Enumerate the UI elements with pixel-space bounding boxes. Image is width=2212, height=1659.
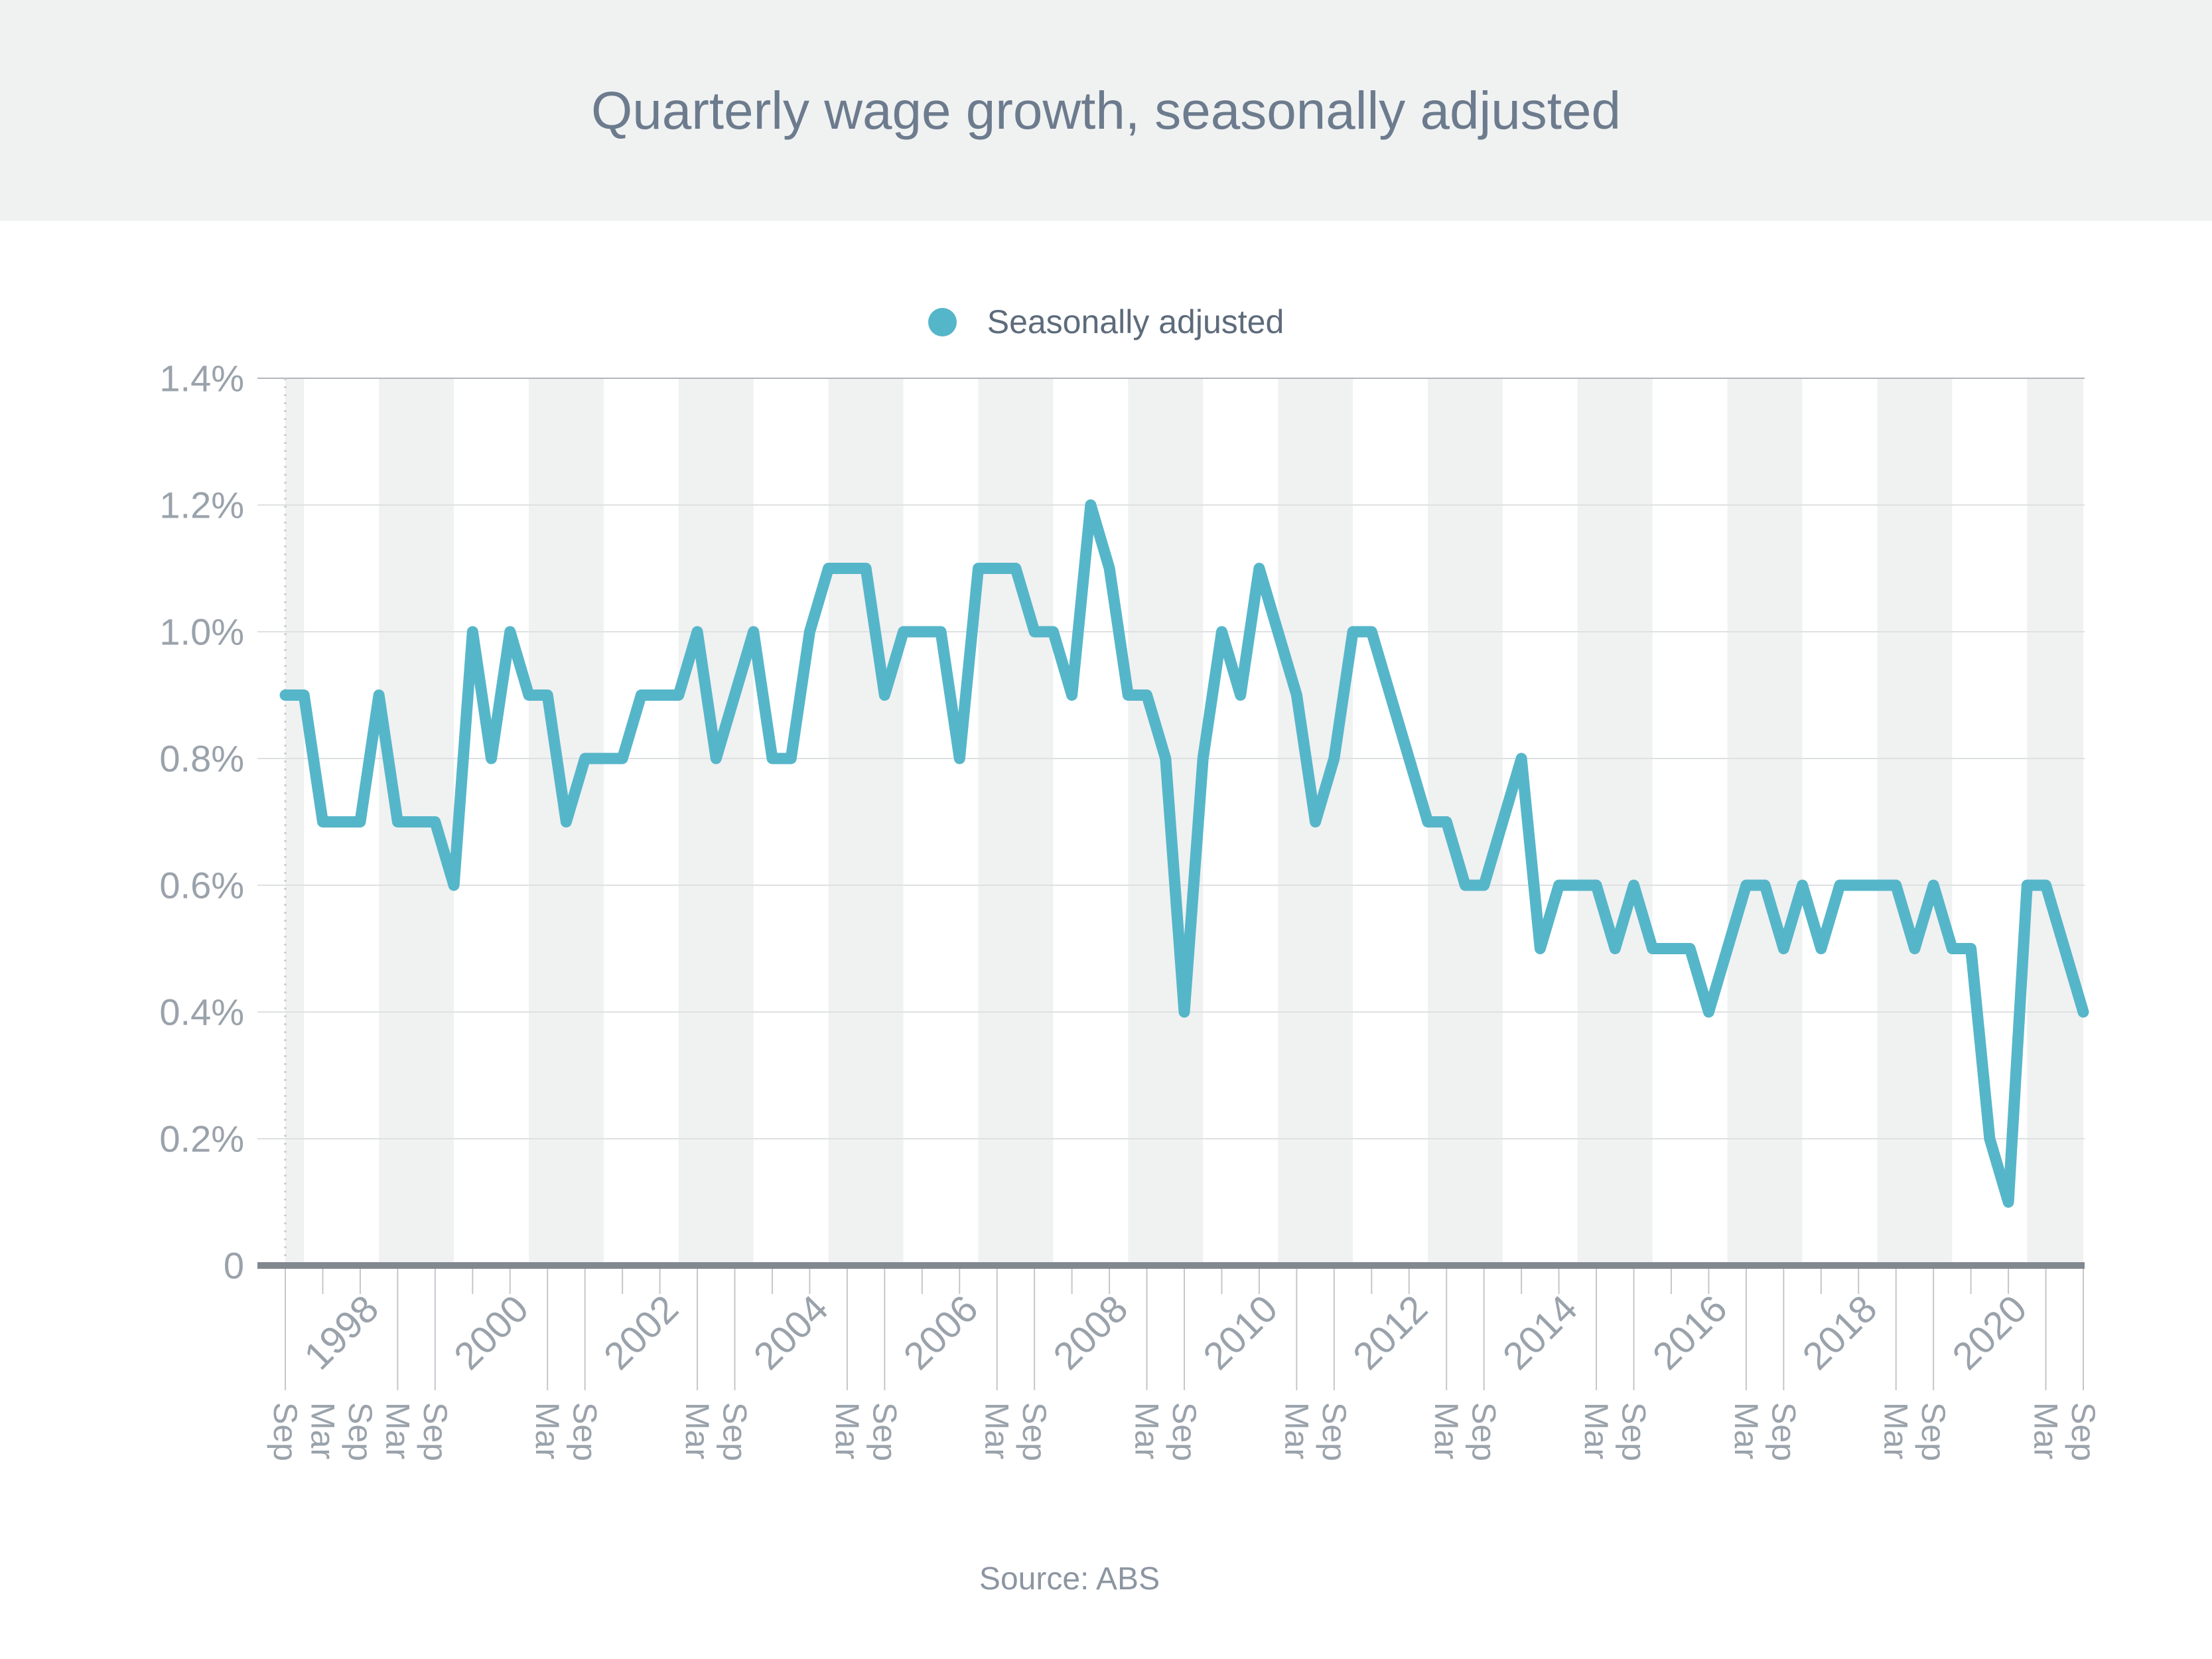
- x-axis-line: [257, 1262, 2085, 1269]
- x-axis-year-label: 2010: [1195, 1287, 1286, 1378]
- x-axis-month-labels: Sep Mar Sep Mar Sep Mar Sep Mar Sep Mar Sep Mar Sep M…: [267, 1402, 2102, 1461]
- x-axis-month-label: Sep: [1466, 1402, 1503, 1461]
- chart-title: Quarterly wage growth, seasonally adjust…: [591, 80, 1621, 140]
- x-axis-month-label: Mar: [829, 1402, 866, 1459]
- y-axis-label: 1.0%: [159, 611, 244, 653]
- y-axis-label: 0.2%: [159, 1118, 244, 1160]
- x-axis-month-label: Sep: [1915, 1402, 1952, 1461]
- x-axis-month-label: Sep: [1316, 1402, 1353, 1461]
- x-axis-month-label: Mar: [1728, 1402, 1765, 1459]
- y-axis-label: 0.4%: [159, 991, 244, 1033]
- x-axis-year-label: 2006: [895, 1287, 986, 1378]
- x-axis-year-label: 2016: [1645, 1287, 1736, 1378]
- x-axis-month-label: Mar: [304, 1402, 341, 1459]
- y-axis-label: 0.6%: [159, 865, 244, 906]
- y-axis-label: 0: [224, 1245, 244, 1287]
- x-axis-year-label: 2000: [446, 1287, 537, 1378]
- x-axis-month-label: Sep: [267, 1402, 304, 1461]
- x-axis-month-label: Sep: [1166, 1402, 1203, 1461]
- year-bands: [285, 378, 2083, 1265]
- x-axis-year-label: 1998: [296, 1287, 387, 1378]
- x-axis-month-label: Sep: [1765, 1402, 1802, 1461]
- year-band: [1727, 378, 1803, 1265]
- x-axis-month-label: Sep: [417, 1402, 454, 1461]
- y-axis-label: 0.8%: [159, 738, 244, 780]
- x-axis-year-label: 2008: [1045, 1287, 1136, 1378]
- x-axis-month-label: Mar: [529, 1402, 566, 1459]
- x-axis-month-label: Mar: [1578, 1402, 1615, 1459]
- source-note: Source: ABS: [979, 1561, 1160, 1597]
- x-axis-month-label: Sep: [2065, 1402, 2102, 1461]
- y-axis-labels: 1.4% 1.2% 1.0% 0.8% 0.6% 0.4% 0.2% 0: [159, 358, 244, 1287]
- year-band: [978, 378, 1054, 1265]
- x-axis-year-label: 2020: [1944, 1287, 2035, 1378]
- x-axis-month-label: Sep: [717, 1402, 754, 1461]
- x-axis-month-label: Mar: [679, 1402, 716, 1459]
- year-band: [678, 378, 754, 1265]
- header-band: Quarterly wage growth, seasonally adjust…: [0, 0, 2212, 221]
- legend-marker-icon: [928, 307, 957, 336]
- x-axis-month-label: Mar: [979, 1402, 1016, 1459]
- year-band: [2027, 378, 2083, 1265]
- x-axis-month-label: Mar: [1129, 1402, 1166, 1459]
- year-band: [285, 378, 305, 1265]
- x-axis-month-label: Mar: [1878, 1402, 1915, 1459]
- year-band: [1577, 378, 1653, 1265]
- x-axis-year-label: 2018: [1794, 1287, 1885, 1378]
- year-band: [828, 378, 904, 1265]
- x-axis-year-label: 2004: [746, 1287, 837, 1378]
- x-axis-year-label: 2012: [1345, 1287, 1436, 1378]
- x-axis-month-label: Sep: [1616, 1402, 1653, 1461]
- x-axis-year-label: 2002: [596, 1287, 687, 1378]
- x-axis-month-label: Mar: [1278, 1402, 1315, 1459]
- x-axis-month-label: Mar: [1428, 1402, 1465, 1459]
- legend[interactable]: Seasonally adjusted: [0, 297, 2212, 346]
- x-axis-year-label: 2014: [1495, 1287, 1586, 1378]
- x-axis-month-label: Sep: [1016, 1402, 1053, 1461]
- year-band: [1877, 378, 1953, 1265]
- x-axis-month-label: Mar: [2028, 1402, 2065, 1459]
- x-axis-month-label: Sep: [866, 1402, 903, 1461]
- legend-label: Seasonally adjusted: [987, 303, 1284, 340]
- x-axis-month-label: Sep: [567, 1402, 604, 1461]
- y-axis-label: 1.2%: [159, 484, 244, 526]
- seasonally-adjusted-series-line[interactable]: [279, 499, 2089, 1208]
- y-axis-label: 1.4%: [159, 358, 244, 399]
- x-axis-month-label: Mar: [379, 1402, 416, 1459]
- x-axis-month-label: Sep: [342, 1402, 379, 1461]
- x-axis-year-labels: 1998 2000 2002 2004 2006 2008 2010 2012 2014 2016…: [296, 1287, 2035, 1378]
- x-axis-ticks: [285, 1269, 2084, 1390]
